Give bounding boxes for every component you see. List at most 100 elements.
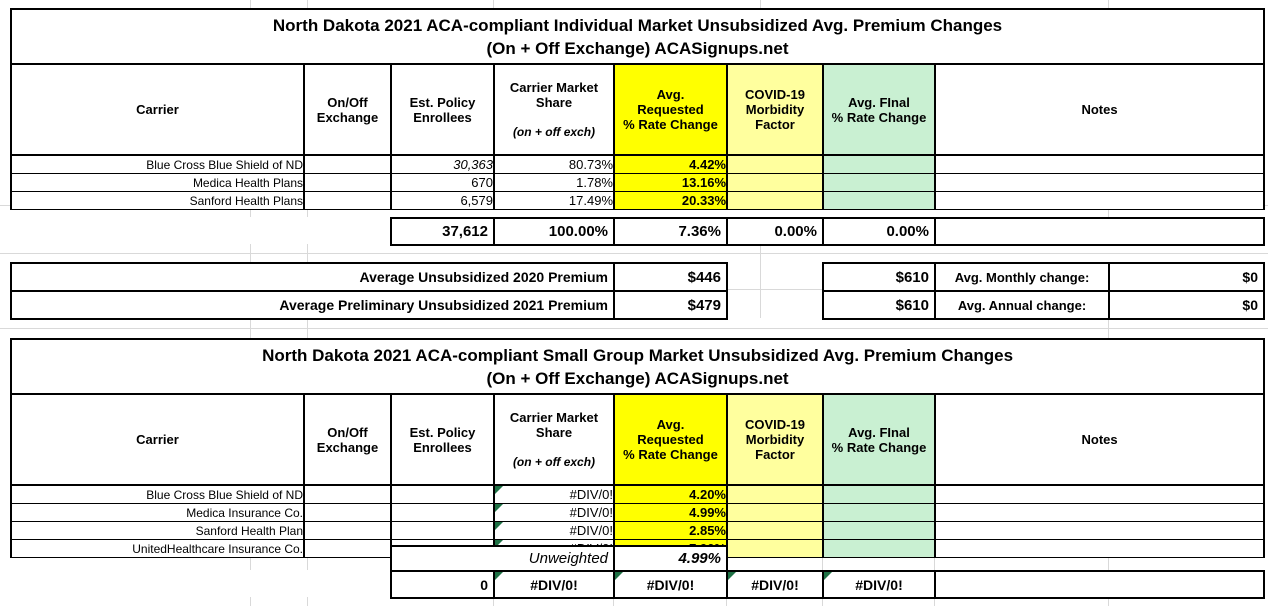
exchange-cell[interactable] — [303, 484, 392, 504]
col-header-market-share[interactable]: Carrier Market Share (on + off exch) — [493, 393, 615, 486]
total-final-rate-cell[interactable]: #DIV/0! — [822, 570, 936, 599]
total-error: #DIV/0! — [646, 576, 695, 593]
total-requested-rate-cell[interactable]: #DIV/0! — [613, 570, 728, 599]
exchange-cell[interactable] — [303, 503, 392, 522]
requested-rate-cell[interactable]: 2.85% — [613, 521, 728, 540]
col-header-final[interactable]: Avg. FInal % Rate Change — [822, 393, 936, 486]
col-header-carrier[interactable]: Carrier — [10, 393, 305, 486]
requested-rate-cell[interactable]: 20.33% — [613, 191, 728, 210]
col-header-enrollees[interactable]: Est. Policy Enrollees — [390, 63, 495, 156]
total-notes-cell[interactable] — [934, 570, 1265, 599]
market-share-cell[interactable]: #DIV/0! — [493, 521, 615, 540]
premium-2021-value[interactable]: $479 — [613, 290, 728, 320]
notes-cell[interactable] — [934, 173, 1265, 192]
market-share-cell[interactable]: 80.73% — [493, 154, 615, 174]
individual-market-title[interactable]: North Dakota 2021 ACA-compliant Individu… — [10, 8, 1265, 65]
total-notes-cell[interactable] — [934, 217, 1265, 246]
final-rate-cell[interactable] — [822, 173, 936, 192]
exchange-cell[interactable] — [303, 154, 392, 174]
carrier-cell[interactable]: Sanford Health Plans — [10, 191, 305, 210]
requested-rate-cell[interactable]: 4.42% — [613, 154, 728, 174]
exchange-cell[interactable] — [303, 191, 392, 210]
covid-factor-cell[interactable] — [726, 173, 824, 192]
sheet-gridline — [726, 597, 727, 606]
notes-cell[interactable] — [933, 521, 1266, 540]
covid-factor-cell[interactable] — [726, 539, 824, 558]
enrollees-cell[interactable]: 6,579 — [390, 191, 495, 210]
requested-rate-cell[interactable]: 13.16% — [613, 173, 728, 192]
market-share-cell[interactable]: 1.78% — [493, 173, 615, 192]
market-share-cell[interactable]: #DIV/0! — [493, 484, 615, 504]
covid-factor-cell[interactable] — [726, 521, 824, 540]
col-header-notes[interactable]: Notes — [933, 393, 1266, 486]
col-header-exchange[interactable]: On/Off Exchange — [303, 393, 392, 486]
enrollees-cell[interactable] — [390, 484, 495, 504]
covid-factor-cell[interactable] — [726, 503, 824, 522]
exchange-cell[interactable] — [303, 539, 392, 558]
col-header-requested[interactable]: Avg. Requested % Rate Change — [613, 393, 728, 486]
col-header-market-share[interactable]: Carrier Market Share (on + off exch) — [493, 63, 615, 156]
carrier-cell[interactable]: Blue Cross Blue Shield of ND — [10, 484, 305, 504]
col-header-carrier[interactable]: Carrier — [10, 63, 305, 156]
requested-rate-cell[interactable]: 4.99% — [613, 503, 728, 522]
small-group-market-title[interactable]: North Dakota 2021 ACA-compliant Small Gr… — [9, 338, 1266, 395]
exchange-cell[interactable] — [303, 521, 392, 540]
premium-2020-value[interactable]: $446 — [613, 262, 728, 292]
total-market-share-cell[interactable]: #DIV/0! — [493, 570, 615, 599]
market-share-cell[interactable]: #DIV/0! — [493, 503, 615, 522]
covid-factor-cell[interactable] — [726, 154, 824, 174]
col-header-exchange[interactable]: On/Off Exchange — [303, 63, 392, 156]
annual-change-label[interactable]: Avg. Annual change: — [934, 290, 1110, 320]
col-header-enrollees[interactable]: Est. Policy Enrollees — [390, 393, 495, 486]
monthly-change-value[interactable]: $0 — [1108, 262, 1265, 292]
enrollees-cell[interactable]: 670 — [390, 173, 495, 192]
col-header-notes[interactable]: Notes — [934, 63, 1265, 156]
total-final-rate-cell[interactable]: 0.00% — [822, 217, 936, 246]
market-share-cell[interactable]: 17.49% — [493, 191, 615, 210]
carrier-cell[interactable]: Blue Cross Blue Shield of ND — [10, 154, 305, 174]
total-market-share-cell[interactable]: 100.00% — [493, 217, 615, 246]
total-enrollees-cell[interactable]: 37,612 — [390, 217, 495, 246]
covid-factor-cell[interactable] — [726, 191, 824, 210]
enrollees-cell[interactable] — [390, 503, 495, 522]
col-header-final[interactable]: Avg. FInal % Rate Change — [822, 63, 936, 156]
final-rate-cell[interactable] — [822, 154, 936, 174]
enrollees-cell[interactable]: 30,363 — [390, 154, 495, 174]
carrier-cell[interactable]: Sanford Health Plan — [10, 521, 305, 540]
final-rate-cell[interactable] — [822, 191, 936, 210]
error-indicator-icon — [615, 572, 623, 580]
final-rate-cell[interactable] — [822, 503, 936, 522]
total-enrollees-cell[interactable]: 0 — [390, 570, 495, 599]
total-covid-factor-cell[interactable]: 0.00% — [726, 217, 824, 246]
col-header-requested[interactable]: Avg. Requested % Rate Change — [613, 63, 728, 156]
premium-2021-label[interactable]: Average Preliminary Unsubsidized 2021 Pr… — [10, 290, 615, 320]
requested-rate-cell[interactable]: 4.20% — [613, 484, 728, 504]
premium-2021-final-value[interactable]: $610 — [822, 290, 936, 320]
enrollees-cell[interactable] — [390, 521, 495, 540]
carrier-cell[interactable]: Medica Health Plans — [10, 173, 305, 192]
col-header-covid[interactable]: COVID-19 Morbidity Factor — [726, 63, 824, 156]
notes-cell[interactable] — [933, 539, 1266, 558]
market-share-sublabel: (on + off exch) — [512, 125, 596, 139]
final-rate-cell[interactable] — [822, 521, 936, 540]
premium-2020-final-value[interactable]: $610 — [822, 262, 936, 292]
notes-cell[interactable] — [934, 191, 1265, 210]
notes-cell[interactable] — [933, 484, 1266, 504]
final-rate-cell[interactable] — [822, 539, 936, 558]
total-covid-factor-cell[interactable]: #DIV/0! — [726, 570, 824, 599]
total-requested-rate-cell[interactable]: 7.36% — [613, 217, 728, 246]
carrier-cell[interactable]: Medica Insurance Co. — [10, 503, 305, 522]
notes-cell[interactable] — [934, 154, 1265, 174]
unweighted-label-cell[interactable]: Unweighted — [390, 545, 615, 572]
carrier-cell[interactable]: UnitedHealthcare Insurance Co. — [10, 539, 305, 558]
covid-factor-cell[interactable] — [726, 484, 824, 504]
annual-change-value[interactable]: $0 — [1108, 290, 1265, 320]
col-header-covid[interactable]: COVID-19 Morbidity Factor — [726, 393, 824, 486]
notes-cell[interactable] — [933, 503, 1266, 522]
premium-2020-label[interactable]: Average Unsubsidized 2020 Premium — [10, 262, 615, 292]
table-row: Medica Health Plans 670 1.78% 13.16% — [10, 173, 1265, 192]
exchange-cell[interactable] — [303, 173, 392, 192]
unweighted-value-cell[interactable]: 4.99% — [613, 545, 728, 572]
final-rate-cell[interactable] — [822, 484, 936, 504]
monthly-change-label[interactable]: Avg. Monthly change: — [934, 262, 1110, 292]
